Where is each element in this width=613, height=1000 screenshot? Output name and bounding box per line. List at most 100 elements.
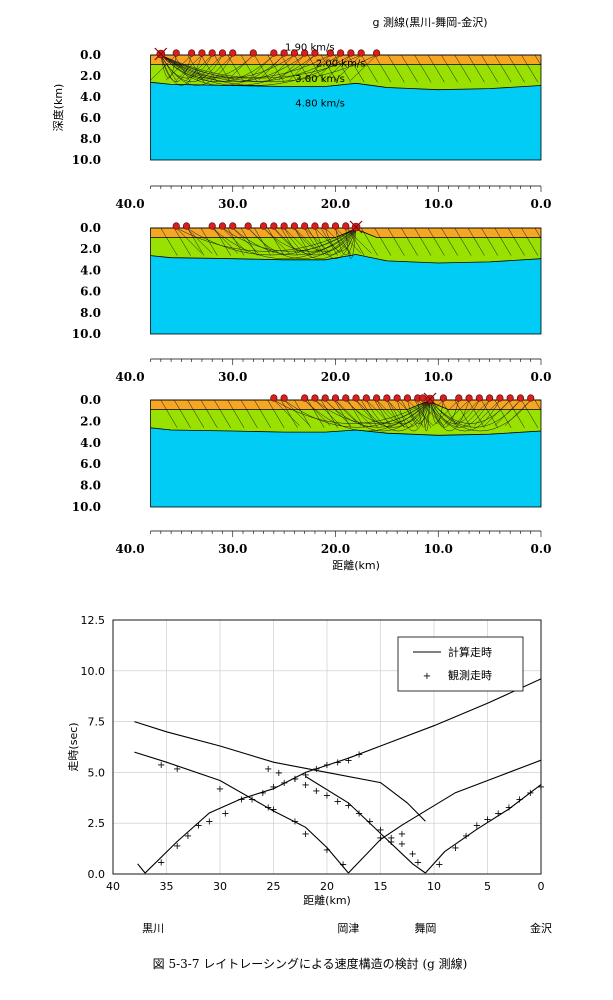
ray-path: [467, 55, 485, 83]
legend-marker-swatch: +: [423, 671, 431, 682]
station-marker: [496, 394, 504, 402]
place-label: 金沢: [530, 921, 552, 935]
station-marker: [301, 49, 309, 57]
station-marker: [208, 49, 216, 57]
y-tick-label: 12.5: [81, 614, 106, 627]
ray-path: [294, 400, 312, 428]
ray-path: [534, 55, 542, 66]
ray-path: [325, 400, 352, 426]
obs-point: +: [291, 774, 299, 785]
ray-path: [414, 400, 432, 428]
station-marker: [486, 394, 494, 402]
ray-path: [474, 400, 501, 426]
station-marker: [475, 394, 483, 402]
ray-path: [335, 400, 362, 426]
ray-path: [534, 228, 542, 239]
station-marker: [331, 394, 340, 402]
ray-path: [335, 55, 362, 81]
station-marker: [172, 49, 180, 57]
ray-path: [360, 55, 378, 83]
obs-point: +: [398, 839, 406, 850]
ray-path: [494, 400, 521, 426]
ray-path: [467, 400, 485, 428]
ray-path: [366, 400, 393, 426]
obs-point: +: [505, 802, 513, 813]
x-axis-label: 距離(km): [332, 558, 380, 572]
y-tick-label: 0.0: [80, 48, 101, 62]
station-marker: [311, 222, 319, 230]
shot-cross: [349, 220, 363, 234]
ray-path: [334, 228, 352, 256]
ray-path: [304, 228, 331, 254]
obs-point: +: [248, 794, 256, 805]
station-marker: [373, 49, 381, 57]
ray-path: [484, 400, 511, 426]
ray-path: [334, 55, 352, 83]
ray-path: [247, 228, 275, 254]
ray-path: [160, 228, 178, 256]
ray-path: [214, 55, 231, 83]
ray-path: [387, 228, 405, 256]
y-tick-label: 4.0: [80, 436, 101, 450]
ray-path: [314, 400, 341, 426]
ray-path: [320, 400, 338, 428]
ray-path: [441, 55, 458, 83]
x-tick-label: 20.0: [321, 370, 350, 384]
ray-path: [232, 228, 259, 254]
obs-point: +: [323, 845, 331, 856]
figure-title: g 測線(黒川-舞岡-金沢): [373, 15, 488, 29]
obs-point: +: [269, 804, 277, 815]
x-tick-label: 20.0: [321, 542, 350, 556]
x-tick-label: 30.0: [218, 370, 247, 384]
station-marker: [290, 49, 299, 57]
ray-path: [374, 228, 392, 256]
obs-point: +: [301, 780, 309, 791]
y-tick-label: 8.0: [80, 306, 101, 320]
ray-path: [307, 400, 325, 428]
station-marker: [249, 49, 257, 57]
ray-path: [427, 400, 445, 428]
ray-path: [314, 228, 341, 254]
station-marker: [280, 49, 288, 57]
ray-path: [160, 55, 305, 82]
station-marker: [393, 394, 401, 402]
obs-point: +: [301, 829, 309, 840]
ray-path: [507, 55, 525, 83]
obs-point: +: [269, 782, 277, 793]
calc-series-line: [134, 721, 426, 822]
ray-path: [429, 400, 521, 428]
obs-point: +: [376, 825, 384, 836]
ray-path: [186, 228, 213, 254]
velocity-label: 4.80 km/s: [295, 98, 345, 109]
station-marker: [301, 222, 309, 230]
ray-path: [387, 55, 405, 83]
ray-path: [427, 228, 445, 256]
place-label: 舞岡: [414, 922, 436, 935]
ray-path: [334, 400, 352, 428]
x-tick-label: 30: [213, 880, 227, 893]
obs-point: +: [221, 809, 229, 820]
station-marker: [352, 394, 360, 402]
ray-path: [401, 55, 418, 83]
y-tick-label: 6.0: [80, 285, 101, 299]
x-tick-label: 0: [538, 880, 545, 893]
x-tick-label: 0.0: [531, 197, 552, 211]
x-tick-label: 35: [160, 880, 174, 893]
ray-path: [534, 400, 542, 411]
ray-path: [427, 55, 445, 83]
station-marker: [321, 222, 329, 230]
obs-point: +: [157, 760, 165, 771]
shot-cross: [154, 47, 168, 61]
ray-path: [441, 228, 458, 256]
station-marker: [270, 49, 278, 57]
ray-path: [494, 55, 512, 83]
x-tick-label: 40: [106, 880, 120, 893]
y-tick-label: 4.0: [80, 263, 101, 277]
y-tick-label: 2.0: [80, 242, 101, 256]
ray-path: [454, 400, 472, 428]
ray-path: [467, 228, 485, 256]
ray-path: [227, 400, 245, 428]
obs-point: +: [173, 841, 181, 852]
station-marker: [218, 222, 227, 230]
ray-path: [294, 228, 312, 256]
